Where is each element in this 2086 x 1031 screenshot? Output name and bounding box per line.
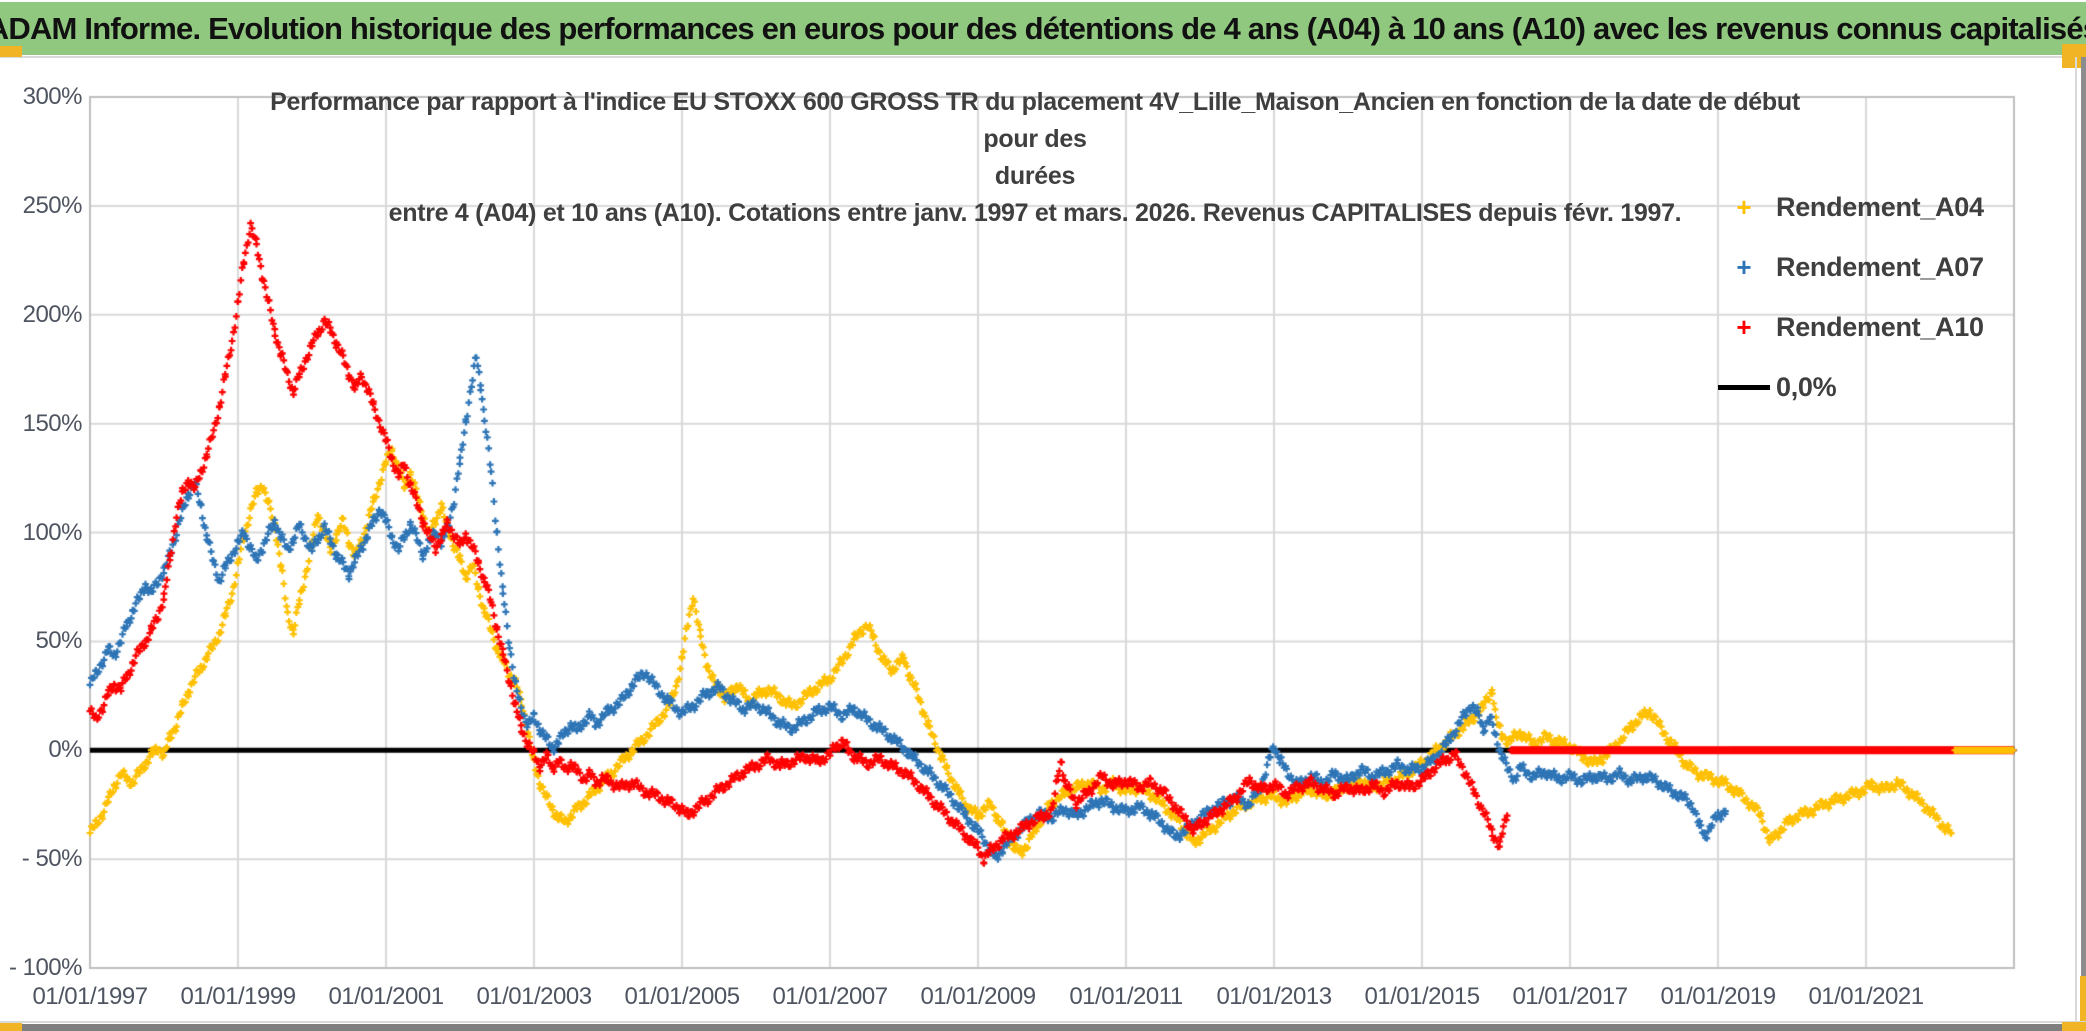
legend-item-rendement-a10: + Rendement_A10: [1712, 310, 1984, 344]
x-tick-label: 01/01/2019: [1660, 983, 1776, 1010]
y-tick-label: 150%: [22, 409, 83, 437]
y-tick-label: 200%: [22, 300, 83, 328]
x-tick-label: 01/01/2017: [1512, 983, 1628, 1010]
x-tick-label: 01/01/1999: [180, 983, 296, 1010]
x-tick-label: 01/01/2001: [328, 983, 444, 1010]
y-tick-label: 300%: [22, 83, 83, 110]
chart-title-line1: Performance par rapport à l'indice EU ST…: [270, 88, 1800, 153]
chart-title-line3: entre 4 (A04) et 10 ans (A10). Cotations…: [388, 199, 1682, 227]
legend-item-rendement-a04: + Rendement_A04: [1712, 190, 1984, 224]
y-tick-label: - 50%: [21, 845, 83, 873]
x-tick-label: 01/01/1997: [32, 983, 148, 1010]
x-tick-label: 01/01/2003: [476, 983, 592, 1010]
chart-title-line2: durées: [994, 162, 1076, 190]
legend-label: Rendement_A04: [1776, 191, 1984, 222]
x-tick-label: 01/01/2021: [1808, 983, 1924, 1010]
legend-label: Rendement_A10: [1776, 311, 1984, 342]
legend-item-rendement-a07: + Rendement_A07: [1712, 250, 1984, 284]
y-tick-label: 50%: [35, 627, 82, 655]
y-tick-label: 100%: [22, 518, 83, 546]
chart-title: Performance par rapport à l'indice EU ST…: [240, 84, 1830, 232]
legend-label: Rendement_A07: [1776, 251, 1984, 282]
y-tick-label: - 100%: [8, 954, 83, 981]
y-tick-label: 0%: [48, 736, 82, 764]
x-tick-label: 01/01/2005: [624, 983, 740, 1010]
x-tick-label: 01/01/2011: [1069, 983, 1183, 1010]
plus-marker-icon: +: [1736, 312, 1752, 342]
x-tick-label: 01/01/2015: [1364, 983, 1480, 1010]
line-marker-icon: [1718, 384, 1770, 390]
plus-marker-icon: +: [1736, 252, 1752, 282]
plus-marker-icon: +: [1736, 192, 1752, 222]
legend-label: 0,0%: [1776, 371, 1837, 402]
x-tick-label: 01/01/2013: [1216, 983, 1332, 1010]
y-tick-label: 250%: [22, 191, 83, 219]
x-tick-label: 01/01/2009: [920, 983, 1036, 1010]
legend-item-zero-line: 0,0%: [1712, 370, 1837, 404]
x-tick-label: 01/01/2007: [772, 983, 888, 1010]
